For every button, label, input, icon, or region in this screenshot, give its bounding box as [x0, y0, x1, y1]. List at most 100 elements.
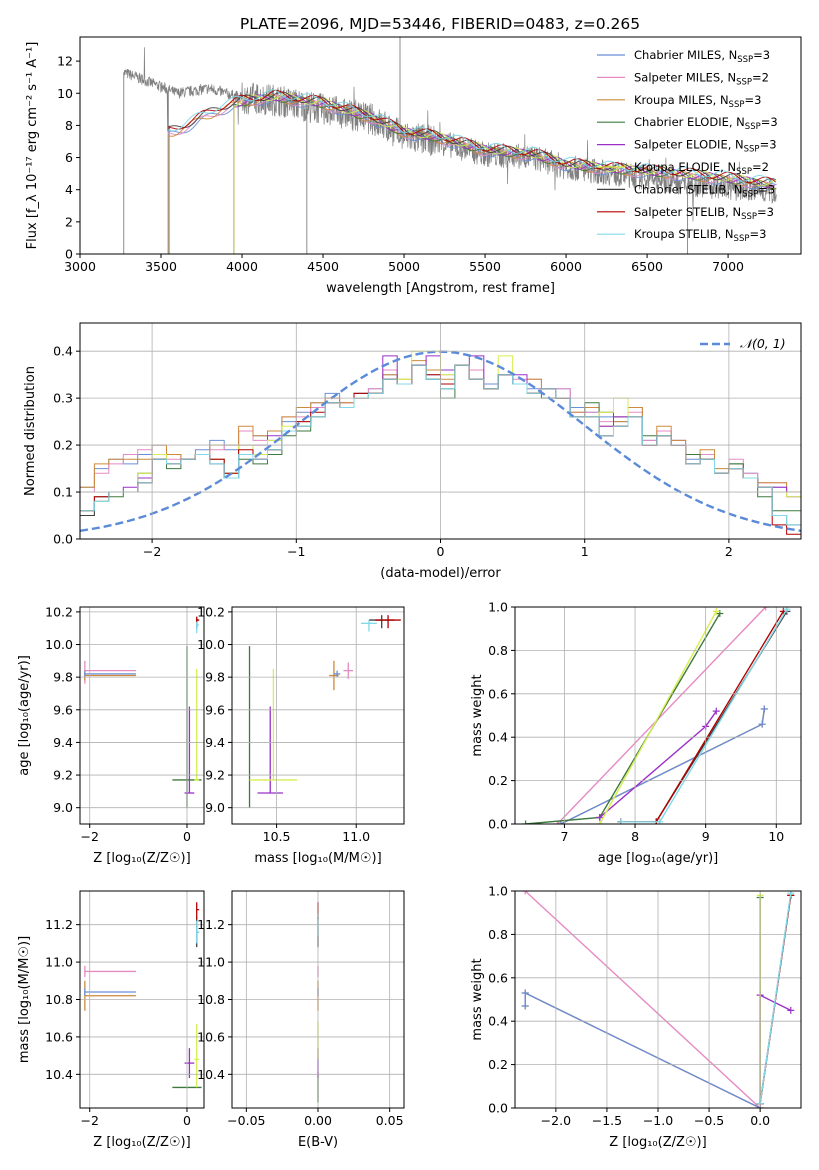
y-axis-label: Normed distribution — [23, 366, 38, 496]
y-tick-label: 11.0 — [197, 955, 225, 970]
x-tick-label: −2.0 — [541, 1113, 571, 1128]
weight-marker — [712, 707, 720, 715]
y-tick-label: 1.0 — [488, 884, 508, 899]
panel-residual-histogram: −2 −1 0 1 2 0.0 0.1 0.2 0.3 0.4 (data-model)/error… — [23, 322, 802, 581]
errorbar-salpeter-stelib — [196, 902, 200, 920]
y-tick-label: 10.4 — [45, 1067, 73, 1082]
x-tick-label: −0.5 — [694, 1113, 724, 1128]
legend-label: Salpeter STELIB, N — [634, 205, 741, 219]
errorbar-kroupa-miles — [84, 980, 136, 1011]
x-tick-label: 0.05 — [376, 1113, 404, 1128]
y-axis-label: age [log₁₀(age/yr)] — [17, 655, 32, 776]
y-tick-label: 0.0 — [488, 817, 508, 832]
plot-area — [522, 607, 791, 824]
y-tick-label: 9.4 — [205, 735, 225, 750]
x-tick-label: 6000 — [550, 259, 582, 274]
y-tick-label: 0.2 — [488, 773, 508, 788]
y-tick-label: 2 — [65, 214, 73, 229]
x-tick-label: 6500 — [631, 259, 663, 274]
panel-age-vs-Z: −2 0 9.0 9.2 9.4 9.6 9.8 10.0 10.2 Z [log₁₀(Z/Z☉)… — [17, 604, 205, 866]
weight-marker — [596, 820, 604, 824]
y-tick-label: 11.2 — [45, 917, 73, 932]
weight-line-salpeter-elodie — [599, 710, 717, 819]
errorbar-salpeter-miles — [84, 660, 136, 684]
x-tick-label: −2 — [81, 829, 99, 844]
x-tick-label: 11.0 — [342, 829, 370, 844]
y-tick-label: 10.2 — [45, 604, 73, 619]
panel-mass-vs-ebv: −0.05 0.00 0.05 10.4 10.6 10.8 11.0 11.2 E(B-V) — [197, 890, 405, 1150]
legend-entry: Salpeter ELODIE, NSSP=3 — [634, 138, 777, 155]
y-tick-label: 9.8 — [205, 670, 225, 685]
errorbar-kroupa-elodie — [194, 669, 200, 781]
x-tick-label: 5000 — [388, 259, 420, 274]
legend-count: =2 — [752, 70, 769, 84]
errorbar-chabrier-miles — [84, 670, 136, 678]
x-tick-label: −1.0 — [643, 1113, 673, 1128]
y-tick-label: 0 — [65, 247, 73, 262]
y-tick-label: 0.4 — [488, 1014, 508, 1029]
plot-area — [84, 902, 202, 1089]
weight-line-kroupa-elodie — [599, 610, 717, 824]
x-tick-label: 0.0 — [750, 1113, 770, 1128]
y-tick-label: 0.2 — [53, 438, 73, 453]
panel-mass-vs-Z: −2 0 10.4 10.6 10.8 11.0 11.2 Z [log₁₀(Z/Z☉)] ma… — [17, 890, 205, 1150]
data-spectrum — [123, 47, 777, 222]
y-tick-label: 10.0 — [45, 637, 73, 652]
legend-label: Kroupa ELODIE, N — [634, 160, 736, 174]
legend-subscript: SSP — [742, 189, 758, 199]
y-tick-label: 10.2 — [197, 604, 225, 619]
y-axis-label: mass weight — [470, 674, 485, 756]
y-tick-label: 0.3 — [53, 391, 73, 406]
y-tick-label: 11.2 — [197, 917, 225, 932]
y-tick-label: 9.6 — [205, 702, 225, 717]
y-axis-label: Flux [f_λ 10⁻¹⁷ erg cm⁻² s⁻¹ A⁻¹] — [25, 42, 40, 250]
x-tick-label: 1 — [581, 544, 589, 559]
y-tick-label: 0.6 — [488, 686, 508, 701]
model-spectrum-salpeter-stelib — [168, 89, 777, 254]
weight-marker — [783, 607, 791, 613]
panel-mass-weight-vs-age: 7 8 9 10 0.0 0.2 0.4 0.6 0.8 1.0 age [log₁₀(age/yr… — [470, 600, 802, 866]
x-tick-label: 3000 — [64, 259, 96, 274]
legend-subscript: SSP — [741, 212, 757, 222]
weight-marker — [716, 610, 724, 618]
y-tick-label: 10 — [57, 86, 73, 101]
legend-count: =3 — [753, 48, 770, 62]
legend-subscript: SSP — [729, 100, 745, 110]
weight-marker — [521, 891, 529, 895]
x-tick-label: −2 — [143, 544, 161, 559]
y-tick-label: 6 — [65, 150, 73, 165]
weight-marker — [656, 818, 664, 824]
errorbar-kroupa-stelib — [196, 621, 200, 634]
legend-entry: Chabrier ELODIE, NSSP=3 — [634, 115, 778, 132]
y-tick-label: 10.6 — [197, 1029, 225, 1044]
panel-spectrum: 3000 3500 4000 4500 5000 5500 6000 6500 7000 0 2 4 6… — [25, 36, 802, 296]
errorbar-salpeter-elodie — [257, 706, 283, 794]
x-axis-label: mass [log₁₀(M/M☉)] — [254, 851, 381, 866]
weight-marker — [521, 989, 529, 997]
y-tick-label: 10.6 — [45, 1029, 73, 1044]
legend-label: Kroupa MILES, N — [634, 93, 729, 107]
legend-entry: Chabrier MILES, NSSP=3 — [634, 48, 770, 65]
legend-label: Salpeter ELODIE, N — [634, 138, 744, 152]
plot-area — [248, 615, 401, 808]
x-tick-label: 4500 — [307, 259, 339, 274]
legend-count: =3 — [749, 227, 766, 241]
x-tick-label: 8 — [631, 829, 639, 844]
gaussian-legend-label: 𝒩(0, 1) — [740, 336, 786, 351]
errorbar-chabrier-miles — [84, 988, 136, 996]
weight-line-kroupa-stelib — [759, 893, 792, 1104]
weight-line-chabrier-miles — [524, 991, 761, 1108]
x-axis-label: E(B-V) — [298, 1135, 338, 1150]
y-tick-label: 0.0 — [53, 532, 73, 547]
legend-count: =3 — [760, 138, 777, 152]
legend-entry: Kroupa STELIB, NSSP=3 — [634, 227, 766, 244]
x-tick-label: 7 — [560, 829, 568, 844]
weight-line-salpeter-miles — [556, 607, 767, 824]
legend-subscript: SSP — [737, 55, 753, 65]
weight-line-chabrier-stelib — [620, 610, 788, 823]
x-axis-label: wavelength [Angstrom, rest frame] — [326, 281, 555, 296]
y-tick-label: 0.6 — [488, 970, 508, 985]
x-tick-label: 4000 — [226, 259, 258, 274]
y-tick-label: 9.0 — [205, 800, 225, 815]
legend-count: =3 — [758, 182, 775, 196]
